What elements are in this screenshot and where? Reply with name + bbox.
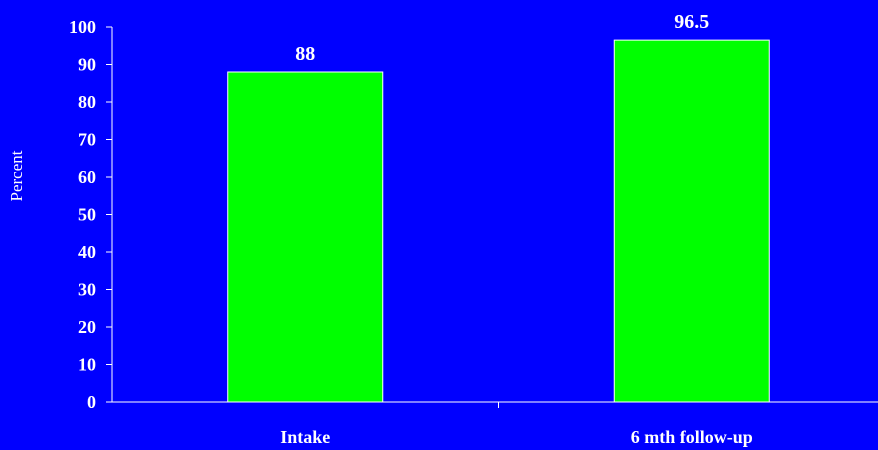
x-labels: Intake 6 mth follow-up [280,427,753,447]
bar-1 [227,71,384,403]
bars [227,39,770,403]
y-tick-label: 20 [78,317,96,337]
y-ticks: 0 10 20 30 40 50 60 70 80 90 100 [69,17,112,412]
y-tick-label: 80 [78,92,96,112]
y-tick-label: 40 [78,242,96,262]
y-tick-label: 30 [78,280,96,300]
data-labels: 88 96.5 [295,11,709,65]
y-axis-title-group: Percent [7,150,26,201]
y-tick-label: 60 [78,167,96,187]
y-axis-title: Percent [7,150,26,201]
y-tick-label: 50 [78,205,96,225]
y-tick-label: 90 [78,55,96,75]
bar-2 [613,39,770,403]
data-label-1: 88 [295,43,315,65]
data-label-2: 96.5 [674,11,709,33]
x-category-label-2: 6 mth follow-up [631,427,753,447]
x-category-label-1: Intake [280,427,330,447]
y-tick-label: 70 [78,130,96,150]
y-tick-label: 100 [69,17,96,37]
y-tick-label: 0 [87,392,96,412]
y-tick-label: 10 [78,355,96,375]
